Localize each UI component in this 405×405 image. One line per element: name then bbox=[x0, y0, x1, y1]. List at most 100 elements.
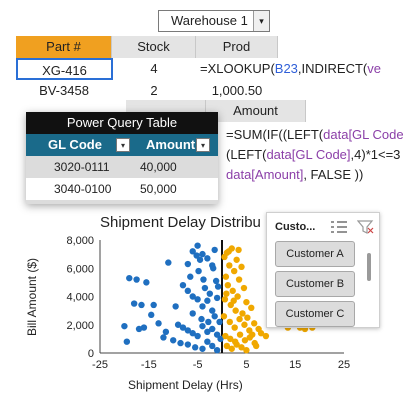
data-point bbox=[121, 322, 128, 330]
data-point bbox=[206, 290, 213, 297]
cell-prod-2[interactable]: 1,000.50 bbox=[211, 83, 263, 98]
data-point bbox=[228, 345, 235, 352]
header-amount[interactable]: Amount bbox=[206, 100, 306, 122]
data-point bbox=[238, 263, 245, 271]
sumif-formula-line2[interactable]: (LEFT(data[GL Code],4)*1<=3 bbox=[226, 144, 405, 166]
filter-dropdown-icon[interactable]: ▾ bbox=[116, 138, 130, 152]
formula-text: (LEFT( bbox=[226, 147, 267, 162]
formula-ref: data[Amount] bbox=[226, 167, 304, 182]
pq-cell-amount: 50,000 bbox=[140, 182, 177, 196]
data-point bbox=[187, 273, 194, 280]
data-point bbox=[209, 307, 216, 314]
slicer-scrollbar[interactable] bbox=[367, 253, 371, 281]
data-point bbox=[211, 313, 218, 320]
clear-filter-icon[interactable] bbox=[357, 219, 375, 235]
data-point bbox=[199, 322, 206, 330]
cell-stock-2[interactable]: 2 bbox=[150, 83, 158, 98]
data-point bbox=[222, 332, 229, 340]
data-point bbox=[135, 325, 143, 333]
slicer-item-customer-a[interactable]: Customer A bbox=[275, 241, 355, 267]
filter-dropdown-icon[interactable]: ▾ bbox=[196, 138, 210, 152]
header-part[interactable]: Part # bbox=[16, 36, 112, 58]
data-point bbox=[223, 290, 230, 297]
data-point bbox=[241, 321, 248, 328]
warehouse-dropdown[interactable]: Warehouse 1 bbox=[158, 10, 270, 32]
warehouse-dropdown-value: Warehouse 1 bbox=[171, 13, 248, 28]
data-point bbox=[223, 342, 231, 350]
sumif-formula-line3[interactable]: data[Amount], FALSE )) bbox=[226, 164, 405, 186]
data-point bbox=[231, 324, 238, 331]
cell-part-2[interactable]: BV-3458 bbox=[39, 83, 89, 98]
cell-part-selected[interactable]: XG-416 bbox=[16, 58, 113, 80]
data-point bbox=[138, 301, 145, 309]
pq-header-gl-code[interactable]: GL Code bbox=[26, 134, 134, 156]
data-point bbox=[226, 318, 234, 326]
data-point bbox=[248, 304, 255, 311]
data-point bbox=[224, 282, 232, 289]
data-point bbox=[221, 296, 229, 303]
pq-cell-amount: 40,000 bbox=[140, 160, 177, 174]
data-point bbox=[126, 274, 133, 282]
data-point bbox=[229, 287, 236, 295]
data-point bbox=[227, 335, 234, 343]
table-row[interactable]: 3040-0100 50,000 bbox=[26, 178, 218, 200]
data-point bbox=[199, 250, 206, 258]
y-tick-label: 6,000 bbox=[66, 263, 94, 275]
data-point bbox=[172, 303, 179, 310]
data-point bbox=[189, 310, 196, 317]
data-point bbox=[193, 252, 200, 259]
y-tick-label: 4,000 bbox=[66, 292, 94, 304]
data-point bbox=[235, 276, 243, 283]
data-point bbox=[196, 256, 204, 263]
data-point bbox=[204, 297, 211, 304]
data-point bbox=[252, 342, 260, 350]
data-point bbox=[204, 338, 211, 345]
multi-select-icon[interactable] bbox=[329, 219, 349, 235]
data-point bbox=[194, 242, 201, 249]
data-point bbox=[234, 293, 241, 300]
y-tick-label: 0 bbox=[88, 348, 94, 360]
formula-ref: data[GL Code] bbox=[266, 147, 351, 162]
data-point bbox=[243, 298, 250, 306]
table-row[interactable]: 4010-2024 bbox=[26, 200, 218, 204]
data-point bbox=[150, 301, 157, 309]
data-point bbox=[225, 248, 233, 255]
chevron-down-icon[interactable]: ▾ bbox=[253, 11, 269, 31]
data-point bbox=[209, 342, 216, 350]
x-axis-label: Shipment Delay (Hrs) bbox=[128, 378, 243, 392]
slicer-title: Custo... bbox=[275, 221, 316, 233]
data-point bbox=[233, 256, 240, 263]
table-row[interactable]: 3020-0111 40,000 bbox=[26, 156, 218, 178]
data-point bbox=[148, 311, 155, 319]
data-point bbox=[189, 293, 196, 300]
sumif-formula-line1[interactable]: =SUM(IF((LEFT(data[GL Code bbox=[226, 124, 405, 146]
x-tick-label: 5 bbox=[243, 359, 249, 371]
data-point bbox=[194, 296, 201, 303]
formula-ref: ve bbox=[367, 61, 381, 76]
data-point bbox=[210, 265, 217, 272]
cell-xlookup-formula[interactable]: =XLOOKUP(B23,INDIRECT(ve bbox=[200, 58, 405, 80]
data-point bbox=[170, 337, 177, 344]
data-point bbox=[243, 346, 250, 354]
header-prod[interactable]: Prod bbox=[196, 36, 278, 58]
data-point bbox=[184, 260, 192, 268]
data-point bbox=[194, 332, 201, 340]
pq-cell-code: 3040-0100 bbox=[54, 182, 112, 196]
data-point bbox=[220, 313, 228, 320]
data-point bbox=[209, 325, 216, 333]
x-tick-label: -5 bbox=[193, 359, 203, 371]
slicer-item-customer-b[interactable]: Customer B bbox=[275, 271, 355, 297]
data-point bbox=[199, 345, 206, 352]
header-stock[interactable]: Stock bbox=[112, 36, 196, 58]
formula-text: ,INDIRECT( bbox=[297, 61, 368, 76]
slicer-item-customer-c[interactable]: Customer C bbox=[275, 301, 355, 327]
data-point bbox=[240, 284, 248, 292]
data-point bbox=[205, 318, 212, 326]
y-axis-label: Bill Amount ($) bbox=[25, 257, 39, 337]
data-point bbox=[189, 330, 196, 337]
formula-ref: B23 bbox=[274, 61, 298, 76]
x-tick-label: 15 bbox=[289, 359, 301, 371]
data-point bbox=[162, 328, 170, 336]
data-point bbox=[155, 320, 162, 327]
cell-stock-1[interactable]: 4 bbox=[150, 61, 158, 76]
